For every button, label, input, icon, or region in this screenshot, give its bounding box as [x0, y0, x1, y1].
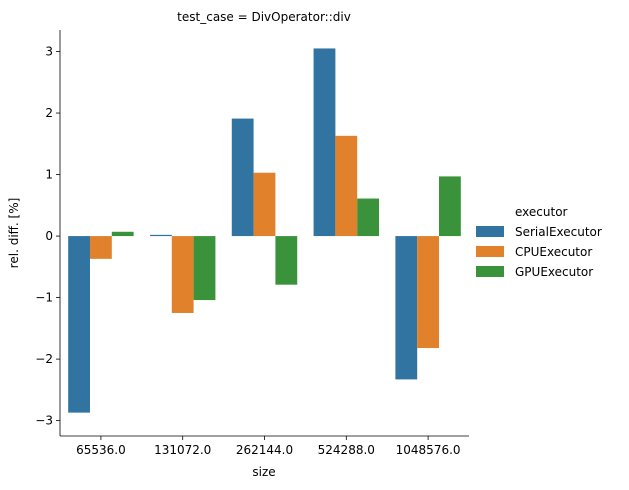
bar-cpuexecutor-131072-0 — [171, 236, 194, 313]
bar-serialexecutor-65536-0 — [68, 236, 90, 413]
x-axis-label: size — [252, 465, 275, 479]
y-tick-label: −2 — [35, 352, 53, 366]
bar-gpuexecutor-262144-0 — [275, 236, 298, 285]
x-tick-label: 262144.0 — [236, 443, 293, 457]
bar-gpuexecutor-1048576-0 — [439, 176, 461, 237]
legend-swatch-serialexecutor — [476, 226, 504, 237]
x-tick-label: 1048576.0 — [396, 443, 461, 457]
legend: executor SerialExecutor CPUExecutor GPUExe… — [476, 205, 602, 279]
x-tick-label: 131072.0 — [154, 443, 211, 457]
bar-cpuexecutor-65536-0 — [89, 236, 112, 259]
bar-gpuexecutor-65536-0 — [111, 231, 134, 237]
legend-swatch-cpuexecutor — [476, 246, 504, 257]
y-tick-label: −3 — [35, 414, 53, 428]
x-tick-label: 524288.0 — [318, 443, 375, 457]
x-tick-label: 65536.0 — [76, 443, 126, 457]
legend-label-cpuexecutor: CPUExecutor — [515, 245, 592, 259]
y-axis-label: rel. diff. [%] — [7, 198, 21, 269]
legend-swatch-gpuexecutor — [476, 266, 504, 277]
legend-title: executor — [515, 205, 568, 219]
y-tick-label: 3 — [45, 45, 53, 59]
legend-label-gpuexecutor: GPUExecutor — [515, 265, 593, 279]
bar-cpuexecutor-262144-0 — [253, 172, 276, 237]
legend-label-serialexecutor: SerialExecutor — [515, 225, 602, 239]
bar-serialexecutor-524288-0 — [313, 48, 336, 237]
y-tick-label: 2 — [45, 106, 53, 120]
bar-serialexecutor-131072-0 — [149, 234, 172, 237]
chart-title: test_case = DivOperator::div — [177, 10, 351, 24]
y-tick-label: −1 — [35, 291, 53, 305]
bar-gpuexecutor-131072-0 — [193, 236, 216, 301]
y-tick-label: 0 — [45, 229, 53, 243]
bar-serialexecutor-1048576-0 — [395, 236, 418, 380]
bar-gpuexecutor-524288-0 — [357, 198, 380, 237]
bar-cpuexecutor-524288-0 — [335, 135, 358, 237]
bar-serialexecutor-262144-0 — [231, 118, 254, 237]
bar-cpuexecutor-1048576-0 — [417, 236, 439, 349]
y-tick-label: 1 — [45, 168, 53, 182]
plot-area — [68, 48, 461, 413]
